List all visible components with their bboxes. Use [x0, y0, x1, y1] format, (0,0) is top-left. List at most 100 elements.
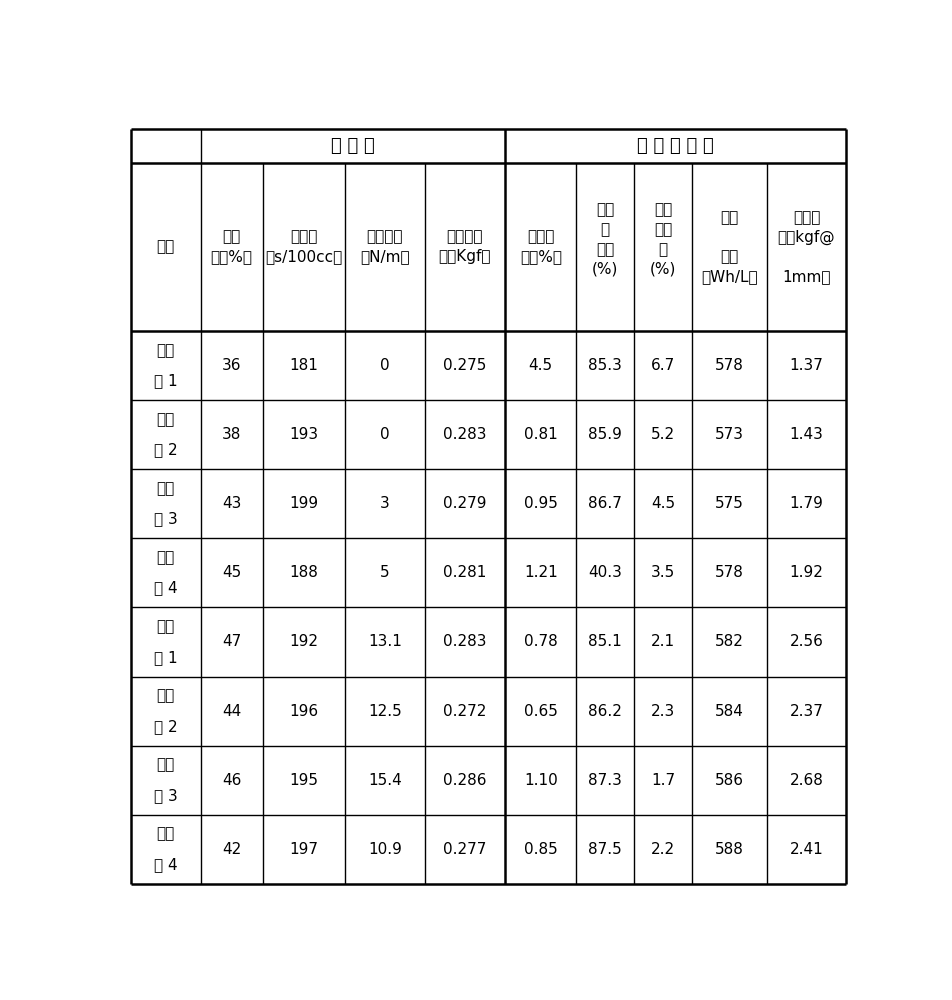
- Text: 1.37: 1.37: [788, 358, 823, 373]
- Text: 181: 181: [289, 358, 318, 373]
- Text: 3.5: 3.5: [650, 565, 674, 580]
- Text: 578: 578: [714, 358, 744, 373]
- Text: 界面粘接
（N/m）: 界面粘接 （N/m）: [360, 230, 409, 264]
- Text: 45: 45: [222, 565, 241, 580]
- Text: 86.7: 86.7: [587, 496, 622, 511]
- Text: 容量
保
持率
(%): 容量 保 持率 (%): [591, 202, 618, 277]
- Text: 2.2: 2.2: [650, 842, 674, 857]
- Text: 188: 188: [289, 565, 318, 580]
- Text: 例 3: 例 3: [153, 511, 177, 526]
- Text: 0.283: 0.283: [443, 427, 486, 442]
- Text: 13.1: 13.1: [367, 634, 402, 649]
- Text: 5: 5: [380, 565, 389, 580]
- Text: 对比: 对比: [156, 412, 174, 427]
- Text: 例 4: 例 4: [153, 857, 177, 872]
- Text: 1.10: 1.10: [524, 773, 557, 788]
- Text: 10.9: 10.9: [367, 842, 402, 857]
- Text: 575: 575: [714, 496, 744, 511]
- Text: 85.1: 85.1: [587, 634, 622, 649]
- Text: 1.7: 1.7: [650, 773, 674, 788]
- Text: 实施: 实施: [156, 757, 174, 772]
- Text: 孔隙
率（%）: 孔隙 率（%）: [210, 230, 252, 264]
- Text: 实施: 实施: [156, 688, 174, 703]
- Text: 578: 578: [714, 565, 744, 580]
- Text: 0.279: 0.279: [443, 496, 486, 511]
- Text: 12.5: 12.5: [367, 704, 402, 719]
- Text: 2.3: 2.3: [650, 704, 674, 719]
- Text: 0.286: 0.286: [443, 773, 486, 788]
- Text: 85.3: 85.3: [587, 358, 622, 373]
- Text: 87.5: 87.5: [587, 842, 622, 857]
- Text: 582: 582: [714, 634, 744, 649]
- Text: 厚度
膨胀
率
(%): 厚度 膨胀 率 (%): [649, 202, 676, 277]
- Text: 对比: 对比: [156, 550, 174, 565]
- Text: 透气度
（s/100cc）: 透气度 （s/100cc）: [266, 230, 343, 264]
- Text: 86.2: 86.2: [587, 704, 622, 719]
- Text: 47: 47: [222, 634, 241, 649]
- Text: 1.79: 1.79: [788, 496, 823, 511]
- Text: 0.277: 0.277: [443, 842, 486, 857]
- Text: 2.56: 2.56: [788, 634, 823, 649]
- Text: 588: 588: [714, 842, 744, 857]
- Text: 0.272: 0.272: [443, 704, 486, 719]
- Text: 1.43: 1.43: [788, 427, 823, 442]
- Text: 5.2: 5.2: [650, 427, 674, 442]
- Text: 例 1: 例 1: [153, 373, 177, 388]
- Text: 0.65: 0.65: [524, 704, 557, 719]
- Text: 项目: 项目: [156, 240, 174, 255]
- Text: 能量

密度
（Wh/L）: 能量 密度 （Wh/L）: [701, 210, 757, 284]
- Text: 热收缩
率（%）: 热收缩 率（%）: [519, 230, 561, 264]
- Text: 195: 195: [289, 773, 318, 788]
- Text: 40.3: 40.3: [587, 565, 622, 580]
- Text: 192: 192: [289, 634, 318, 649]
- Text: 38: 38: [222, 427, 241, 442]
- Text: 0.85: 0.85: [524, 842, 557, 857]
- Text: 586: 586: [714, 773, 744, 788]
- Text: 4.5: 4.5: [528, 358, 552, 373]
- Text: 36: 36: [222, 358, 241, 373]
- Text: 0.78: 0.78: [524, 634, 557, 649]
- Text: 锂 离 子 电 池: 锂 离 子 电 池: [637, 137, 713, 155]
- Text: 46: 46: [222, 773, 241, 788]
- Text: 2.41: 2.41: [789, 842, 823, 857]
- Text: 42: 42: [222, 842, 241, 857]
- Text: 85.9: 85.9: [587, 427, 622, 442]
- Text: 实施: 实施: [156, 827, 174, 842]
- Text: 193: 193: [289, 427, 318, 442]
- Text: 例 2: 例 2: [153, 442, 177, 457]
- Text: 2.37: 2.37: [788, 704, 823, 719]
- Text: 43: 43: [222, 496, 241, 511]
- Text: 6.7: 6.7: [650, 358, 674, 373]
- Text: 0.275: 0.275: [443, 358, 486, 373]
- Text: 199: 199: [289, 496, 318, 511]
- Text: 实施: 实施: [156, 619, 174, 634]
- Text: 隔 离 膜: 隔 离 膜: [330, 137, 374, 155]
- Text: 0: 0: [380, 427, 389, 442]
- Text: 584: 584: [714, 704, 744, 719]
- Text: 例 1: 例 1: [153, 650, 177, 665]
- Text: 电池硬
度（kgf@

1mm）: 电池硬 度（kgf@ 1mm）: [777, 210, 834, 284]
- Text: 3: 3: [380, 496, 389, 511]
- Text: 1.92: 1.92: [788, 565, 823, 580]
- Text: 耐穿刺强
度（Kgf）: 耐穿刺强 度（Kgf）: [438, 230, 490, 264]
- Text: 例 4: 例 4: [153, 581, 177, 596]
- Text: 4.5: 4.5: [650, 496, 674, 511]
- Text: 15.4: 15.4: [367, 773, 402, 788]
- Text: 0.95: 0.95: [524, 496, 557, 511]
- Text: 87.3: 87.3: [587, 773, 622, 788]
- Text: 例 3: 例 3: [153, 788, 177, 803]
- Text: 44: 44: [222, 704, 241, 719]
- Text: 对比: 对比: [156, 343, 174, 358]
- Text: 0: 0: [380, 358, 389, 373]
- Text: 例 2: 例 2: [153, 719, 177, 734]
- Text: 对比: 对比: [156, 481, 174, 496]
- Text: 197: 197: [289, 842, 318, 857]
- Text: 1.21: 1.21: [524, 565, 557, 580]
- Text: 0.81: 0.81: [524, 427, 557, 442]
- Text: 196: 196: [289, 704, 318, 719]
- Text: 2.68: 2.68: [788, 773, 823, 788]
- Text: 0.281: 0.281: [443, 565, 486, 580]
- Text: 2.1: 2.1: [650, 634, 674, 649]
- Text: 573: 573: [714, 427, 744, 442]
- Text: 0.283: 0.283: [443, 634, 486, 649]
